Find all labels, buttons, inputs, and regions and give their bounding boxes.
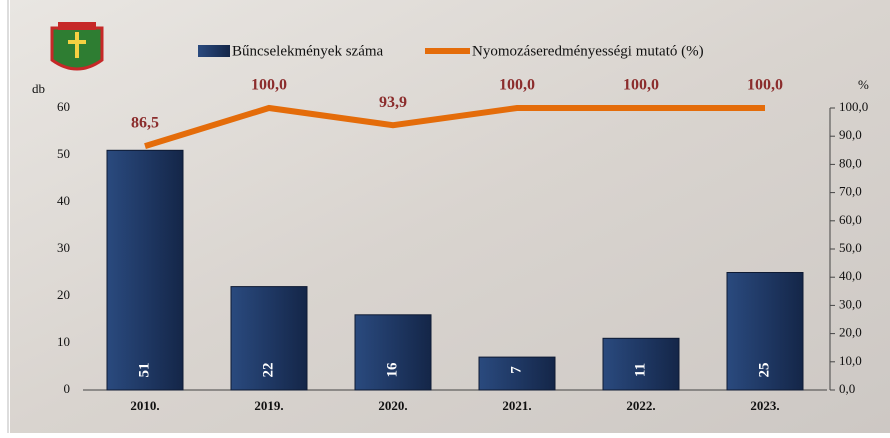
y-axis-label: db <box>32 81 45 96</box>
x-tick-label: 2021. <box>502 398 531 413</box>
x-tick-label: 2010. <box>130 398 159 413</box>
bar-value-label: 7 <box>508 366 524 374</box>
line-value-label: 100,0 <box>747 77 783 94</box>
y-tick-label: 40 <box>57 193 70 208</box>
chart: db% 0 10 20 30 40 50 60 0,0 10,0 20,0 30,0 40,0 50,0 6… <box>0 0 890 433</box>
bar <box>355 315 431 390</box>
y2-tick-label: 80,0 <box>839 155 862 170</box>
y2-tick-label: 20,0 <box>839 325 862 340</box>
line-value-label: 100,0 <box>623 77 659 94</box>
x-tick-label: 2019. <box>254 398 283 413</box>
y2-tick-label: 50,0 <box>839 240 862 255</box>
bar-value-label: 11 <box>632 363 648 377</box>
bar-value-label: 51 <box>136 363 152 378</box>
y2-tick-label: 0,0 <box>839 381 855 396</box>
bar-value-label: 22 <box>260 363 276 378</box>
line-value-label: 100,0 <box>499 77 535 94</box>
y-tick-label: 10 <box>57 334 70 349</box>
bar-value-label: 25 <box>756 363 772 378</box>
y2-tick-label: 90,0 <box>839 127 862 142</box>
y-tick-label: 60 <box>57 99 70 114</box>
y2-tick-label: 40,0 <box>839 268 862 283</box>
line-value-label: 93,9 <box>379 94 407 111</box>
y-tick-label: 30 <box>57 240 70 255</box>
legend-label: Nyomozáseredményességi mutató (%) <box>472 43 704 59</box>
x-tick-label: 2023. <box>750 398 779 413</box>
x-tick-label: 2022. <box>626 398 655 413</box>
x-tick-label: 2020. <box>378 398 407 413</box>
line-value-label: 100,0 <box>251 77 287 94</box>
y2-tick-label: 70,0 <box>839 184 862 199</box>
y2-axis-label: % <box>858 77 869 92</box>
bar-value-label: 16 <box>384 362 400 378</box>
legend-swatch <box>198 45 230 57</box>
y-tick-label: 20 <box>57 287 70 302</box>
line-value-label: 86,5 <box>131 115 159 132</box>
page: db% 0 10 20 30 40 50 60 0,0 10,0 20,0 30,0 40,0 50,0 6… <box>0 0 890 438</box>
y-tick-label: 0 <box>64 381 71 396</box>
y-tick-label: 50 <box>57 146 70 161</box>
bar <box>107 150 183 390</box>
y2-tick-label: 30,0 <box>839 296 862 311</box>
y2-tick-label: 60,0 <box>839 212 862 227</box>
legend-label: Bűncselekmények száma <box>232 43 384 59</box>
y2-tick-label: 100,0 <box>839 99 868 114</box>
logo <box>52 22 102 69</box>
y2-tick-label: 10,0 <box>839 353 862 368</box>
